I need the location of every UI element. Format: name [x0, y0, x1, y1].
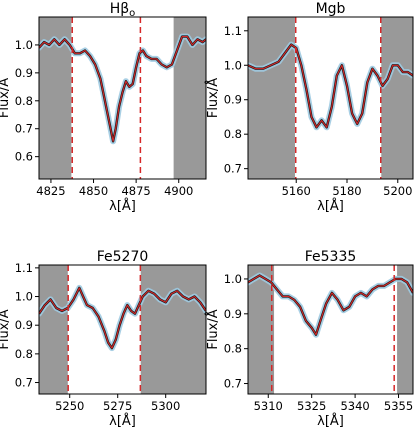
y-axis-label: Flux/Å [0, 309, 12, 349]
axes-frame [247, 16, 414, 180]
y-axis-label: Flux/Å [205, 78, 221, 118]
y-tick-label: 1.1 [15, 261, 33, 275]
y-tick-label: 1.0 [15, 290, 33, 304]
axes-frame [38, 264, 207, 395]
plot-area [248, 17, 413, 179]
y-tick-label: 0.8 [224, 127, 242, 141]
y-tick-label: 0.7 [15, 122, 33, 136]
y-tick-label: 0.7 [15, 376, 33, 390]
panel-title: Mgb [316, 1, 346, 17]
y-tick-label: 0.7 [224, 377, 242, 391]
x-tick-label: 4825 [36, 184, 65, 198]
shaded-region-1 [39, 265, 68, 394]
chart-panel-4: 5310 5325 5340 5355 0.7 0.8 0.9 1.0 λ[Å] Flux/Å Fe… [205, 249, 414, 429]
y-tick-label: 0.7 [224, 162, 242, 176]
y-tick-label: 0.8 [15, 94, 33, 108]
x-tick-label: 5310 [254, 399, 283, 413]
panel-title-main: Hβ [110, 1, 129, 17]
x-tick-label: 5180 [332, 184, 361, 198]
y-tick-label: 0.9 [15, 66, 33, 80]
plot-area [39, 17, 206, 179]
model-line [39, 287, 206, 349]
x-tick-label: 4900 [164, 184, 193, 198]
plot-area [39, 265, 206, 394]
x-tick-label: 4850 [79, 184, 108, 198]
x-tick-label: 5325 [297, 399, 326, 413]
y-tick-label: 0.6 [15, 150, 33, 164]
x-tick-label: 5340 [340, 399, 369, 413]
y-tick-label: 1.1 [224, 24, 242, 38]
x-axis-label: λ[Å] [317, 413, 344, 429]
x-tick-label: 5355 [384, 399, 413, 413]
x-axis-label: λ[Å] [109, 413, 136, 429]
panel-title: Fe5335 [305, 249, 357, 265]
shaded-region-1 [248, 265, 275, 394]
y-tick-label: 0.8 [224, 342, 242, 356]
model-line [248, 274, 413, 336]
x-axis-label: λ[Å] [317, 198, 344, 214]
panel-title: Fe5270 [97, 249, 149, 265]
y-tick-label: 0.9 [224, 93, 242, 107]
y-tick-label: 1.0 [224, 272, 242, 286]
axes-frame [38, 16, 207, 180]
chart-panel-3: 5250 5275 5300 0.7 0.8 0.9 1.0 1.1 λ[Å] Flux/Å Fe5… [0, 249, 207, 429]
shaded-region-2 [381, 17, 413, 179]
x-tick-label: 5160 [282, 184, 311, 198]
x-tick-label: 5200 [383, 184, 412, 198]
y-tick-label: 0.9 [15, 318, 33, 332]
shaded-region-2 [140, 265, 206, 394]
chart-panel-2: 5160 5180 5200 0.7 0.8 0.9 1.0 1.1 λ[Å] Flux/Å Mgb [205, 1, 414, 214]
x-tick-label: 5275 [103, 399, 132, 413]
x-tick-label: 5300 [151, 399, 180, 413]
chart-panel-1: 4825 4850 4875 4900 0.6 0.7 0.8 0.9 1.0 λ[Å] Flux/… [0, 1, 207, 214]
x-axis-label: λ[Å] [109, 198, 136, 214]
y-tick-label: 1.0 [15, 38, 33, 52]
panel-title-subscript: o [129, 8, 135, 19]
y-axis-label: Flux/Å [0, 78, 12, 118]
y-axis-label: Flux/Å [205, 309, 221, 349]
shaded-region-2 [397, 265, 413, 394]
model-line [39, 36, 206, 142]
axes-frame [247, 264, 414, 395]
plot-area [248, 265, 413, 394]
shaded-region-1 [248, 17, 295, 179]
y-tick-label: 1.0 [224, 58, 242, 72]
x-tick-label: 5250 [55, 399, 84, 413]
panel-title: Hβo [110, 1, 136, 19]
x-tick-label: 4875 [121, 184, 150, 198]
y-tick-label: 0.8 [15, 347, 33, 361]
y-tick-label: 0.9 [224, 307, 242, 321]
model-line [248, 44, 413, 128]
